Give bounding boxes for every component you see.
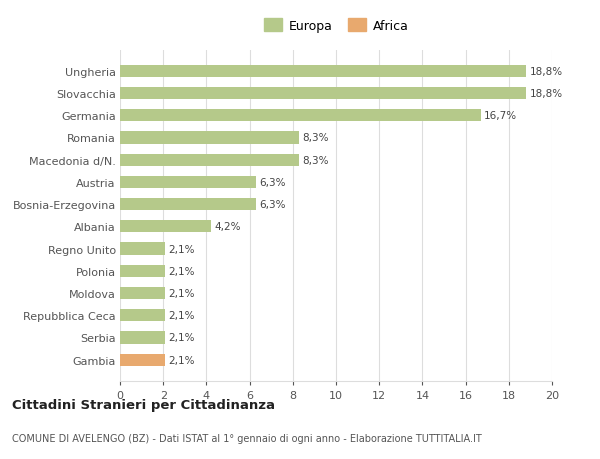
Text: 18,8%: 18,8%: [529, 67, 562, 77]
Text: 2,1%: 2,1%: [169, 333, 195, 343]
Bar: [120, 199, 256, 211]
Bar: [120, 331, 166, 344]
Text: Cittadini Stranieri per Cittadinanza: Cittadini Stranieri per Cittadinanza: [12, 398, 275, 412]
Text: 8,3%: 8,3%: [302, 155, 329, 165]
Text: 4,2%: 4,2%: [214, 222, 241, 232]
Text: 2,1%: 2,1%: [169, 355, 195, 365]
Text: 2,1%: 2,1%: [169, 266, 195, 276]
Text: 2,1%: 2,1%: [169, 244, 195, 254]
Bar: [120, 88, 526, 100]
Bar: [120, 110, 481, 122]
Bar: [120, 354, 166, 366]
Legend: Europa, Africa: Europa, Africa: [260, 16, 412, 37]
Text: 6,3%: 6,3%: [259, 200, 286, 210]
Bar: [120, 309, 166, 322]
Text: 18,8%: 18,8%: [529, 89, 562, 99]
Bar: [120, 287, 166, 299]
Text: 8,3%: 8,3%: [302, 133, 329, 143]
Bar: [120, 221, 211, 233]
Text: 2,1%: 2,1%: [169, 288, 195, 298]
Bar: [120, 176, 256, 189]
Bar: [120, 243, 166, 255]
Text: COMUNE DI AVELENGO (BZ) - Dati ISTAT al 1° gennaio di ogni anno - Elaborazione T: COMUNE DI AVELENGO (BZ) - Dati ISTAT al …: [12, 433, 482, 442]
Bar: [120, 66, 526, 78]
Text: 6,3%: 6,3%: [259, 178, 286, 187]
Text: 2,1%: 2,1%: [169, 311, 195, 320]
Bar: [120, 265, 166, 277]
Text: 16,7%: 16,7%: [484, 111, 517, 121]
Bar: [120, 132, 299, 144]
Bar: [120, 154, 299, 167]
